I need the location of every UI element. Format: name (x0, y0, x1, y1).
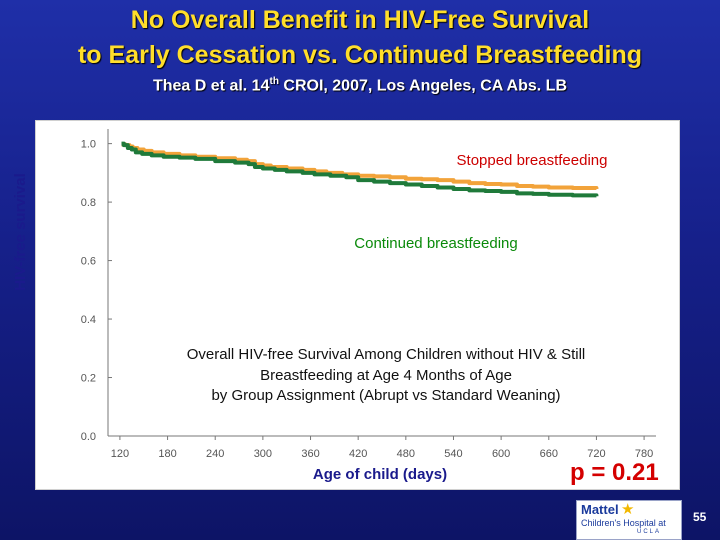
y-tick-label: 0.8 (81, 197, 96, 209)
citation-sup: th (269, 76, 279, 87)
citation: Thea D et al. 14th CROI, 2007, Los Angel… (0, 76, 720, 95)
logo-line1: Mattel (581, 502, 619, 517)
annotation-continued: Continued breastfeeding (354, 235, 517, 252)
hospital-logo: Mattel ★ Children's Hospital at UCLA (576, 500, 682, 540)
y-axis-title: HIV-free survival (12, 173, 29, 291)
logo-line3: UCLA (637, 529, 662, 535)
x-tick-label: 120 (111, 448, 129, 460)
y-tick-label: 1.0 (81, 139, 96, 151)
series-line-continued (121, 141, 599, 198)
logo-line2: Children's Hospital at (581, 518, 666, 528)
x-tick-label: 480 (397, 448, 415, 460)
x-axis-title: Age of child (days) (313, 466, 447, 483)
star-icon: ★ (621, 501, 635, 518)
x-tick-label: 540 (444, 448, 462, 460)
annotation-stopped: Stopped breastfeeding (457, 152, 608, 169)
x-tick-label: 360 (301, 448, 319, 460)
x-tick-label: 420 (349, 448, 367, 460)
citation-pre: Thea D et al. 14 (152, 77, 270, 95)
x-tick-label: 720 (587, 448, 605, 460)
y-tick-label: 0.4 (81, 314, 96, 326)
x-tick-label: 180 (158, 448, 176, 460)
x-tick-label: 240 (206, 448, 224, 460)
slide-title-line1: No Overall Benefit in HIV-Free Survival (130, 6, 590, 34)
x-tick-label: 600 (492, 448, 510, 460)
chart-title-line: Overall HIV-free Survival Among Children… (187, 346, 586, 363)
y-tick-label: 0.2 (81, 373, 96, 385)
x-tick-label: 300 (254, 448, 272, 460)
citation-post: CROI, 2007, Los Angeles, CA Abs. LB (278, 77, 567, 95)
chart-title-line: Breastfeeding at Age 4 Months of Age (260, 367, 512, 384)
x-tick-label: 780 (635, 448, 653, 460)
y-tick-label: 0.0 (81, 431, 96, 443)
y-tick-label: 0.6 (81, 256, 96, 268)
slide-title-line2: to Early Cessation vs. Continued Breastf… (77, 41, 642, 69)
chart-title-line: by Group Assignment (Abrupt vs Standard … (211, 387, 560, 404)
x-tick-label: 660 (540, 448, 558, 460)
p-value: p = 0.21 (570, 459, 659, 486)
page-number: 55 (693, 510, 707, 524)
